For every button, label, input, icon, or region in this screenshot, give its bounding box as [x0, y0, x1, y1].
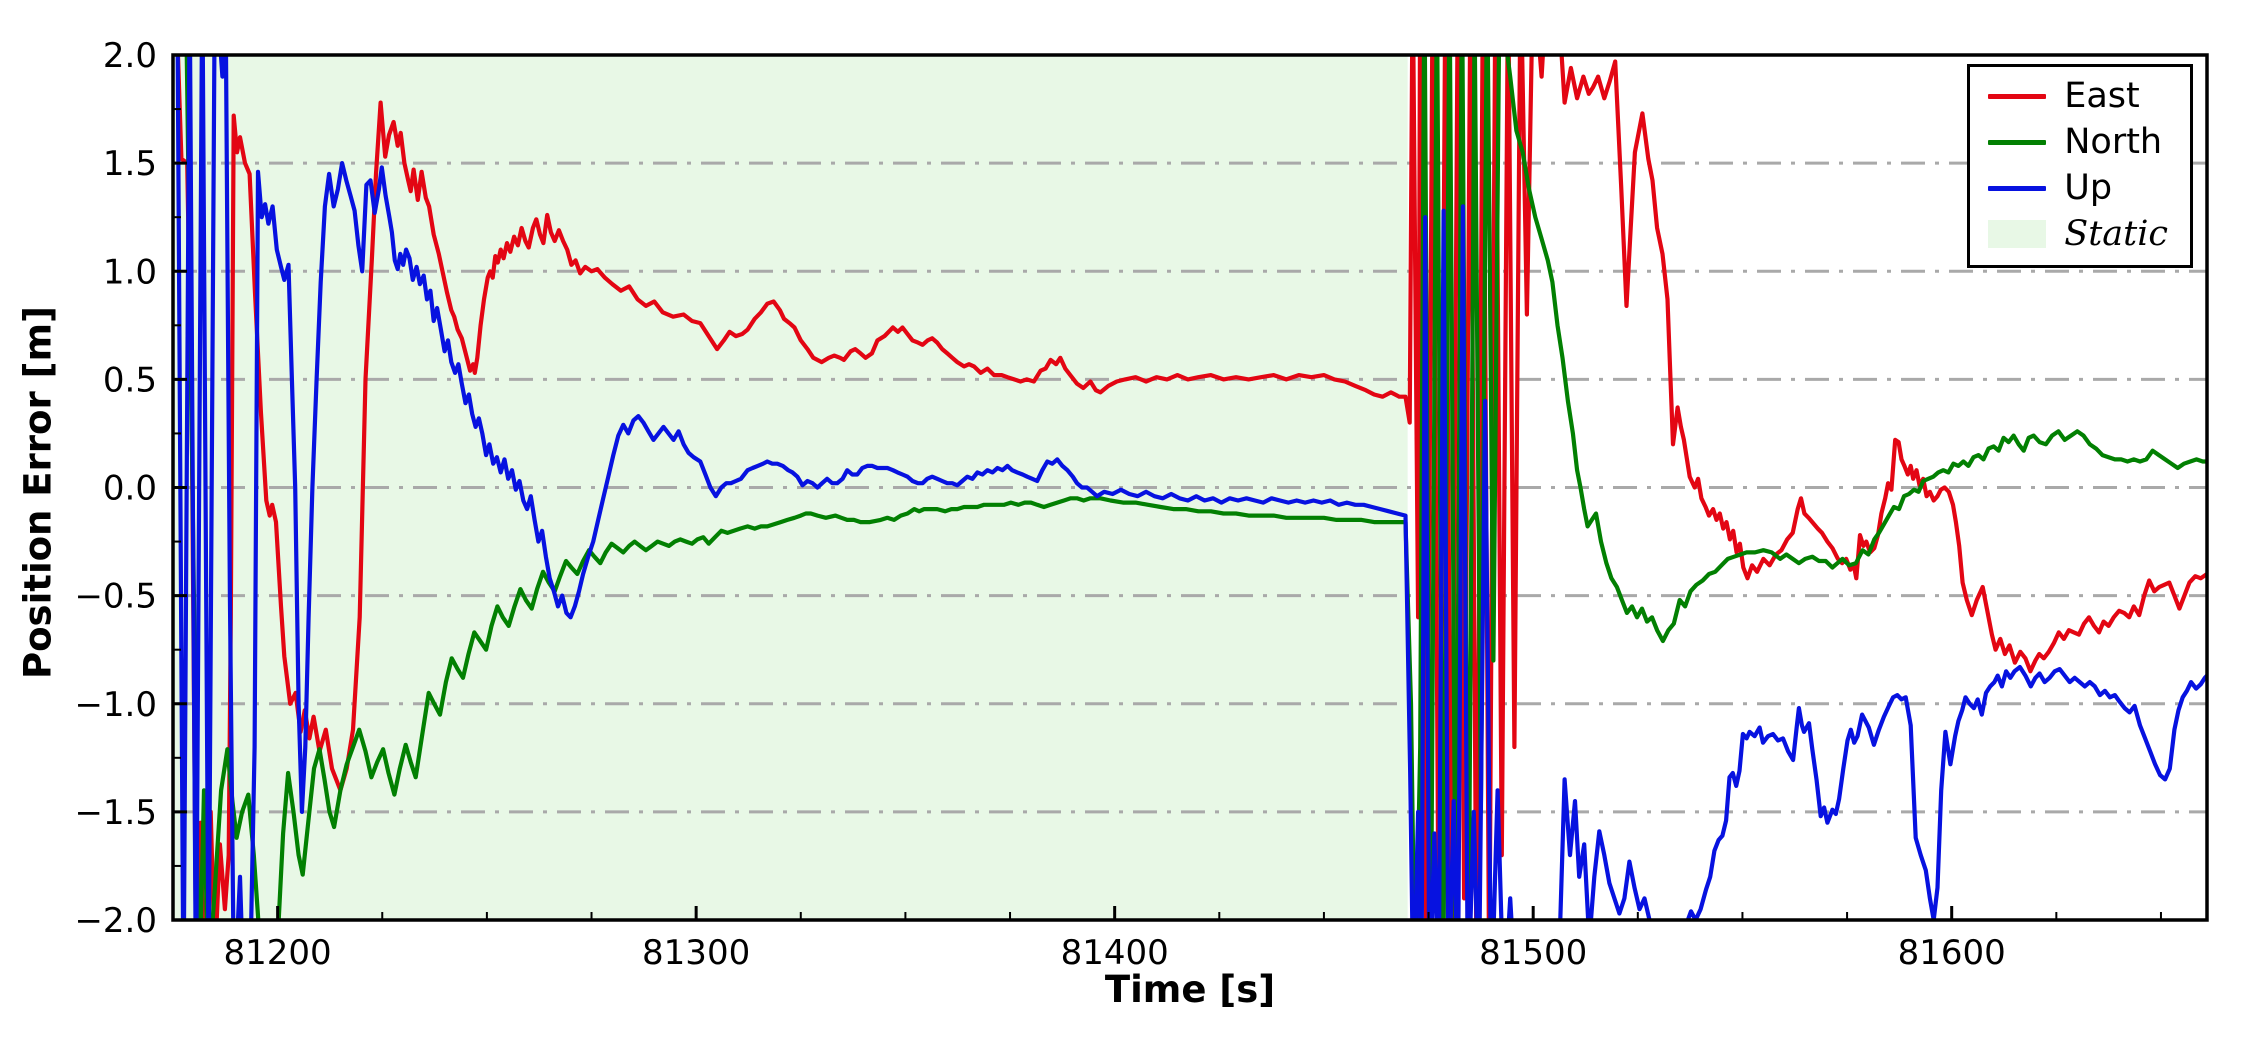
y-tick-label: −2.0 — [74, 901, 157, 941]
legend-entry-up: Up — [1988, 167, 2168, 209]
legend: East North Up Static — [1967, 64, 2193, 268]
series-up-line — [175, 55, 2207, 920]
x-tick-label: 81400 — [1061, 933, 1169, 973]
up-line-swatch-icon — [1988, 185, 2047, 191]
east-line-swatch-icon — [1988, 93, 2047, 99]
y-tick-label: 2.0 — [103, 36, 157, 76]
legend-label-east: East — [2064, 75, 2140, 116]
series-north-line — [184, 55, 2207, 920]
legend-entry-static: Static — [1988, 213, 2168, 255]
axis-ticks — [173, 53, 2162, 922]
static-region-band — [173, 55, 1408, 920]
x-tick-label: 81300 — [642, 933, 750, 973]
x-axis-label: Time [s] — [1104, 968, 1276, 1011]
legend-label-up: Up — [2064, 167, 2113, 208]
legend-label-north: North — [2064, 121, 2163, 162]
y-tick-label: −1.5 — [74, 793, 157, 833]
y-tick-label: 1.5 — [103, 144, 157, 184]
series-lines — [175, 55, 2207, 920]
north-line-swatch-icon — [1988, 139, 2047, 145]
y-tick-label: −1.0 — [74, 685, 157, 725]
x-tick-label: 81200 — [224, 933, 332, 973]
tick-labels: 81200 81300 81400 81500 81600 −2.0 −1.5 −1.0 −0.… — [74, 36, 2005, 973]
x-tick-label: 81600 — [1898, 933, 2006, 973]
y-tick-label: 0.0 — [103, 469, 157, 509]
y-tick-label: 1.0 — [103, 252, 157, 292]
static-region-swatch-icon — [1988, 220, 2047, 248]
legend-entry-east: East — [1988, 75, 2168, 117]
y-tick-label: 0.5 — [103, 360, 157, 400]
y-tick-label: −0.5 — [74, 577, 157, 617]
legend-label-static: Static — [2064, 213, 2168, 254]
series-east-line — [175, 55, 2207, 920]
y-axis-label: Position Error [m] — [16, 306, 60, 679]
legend-entry-north: North — [1988, 121, 2168, 163]
x-tick-label: 81500 — [1479, 933, 1587, 973]
